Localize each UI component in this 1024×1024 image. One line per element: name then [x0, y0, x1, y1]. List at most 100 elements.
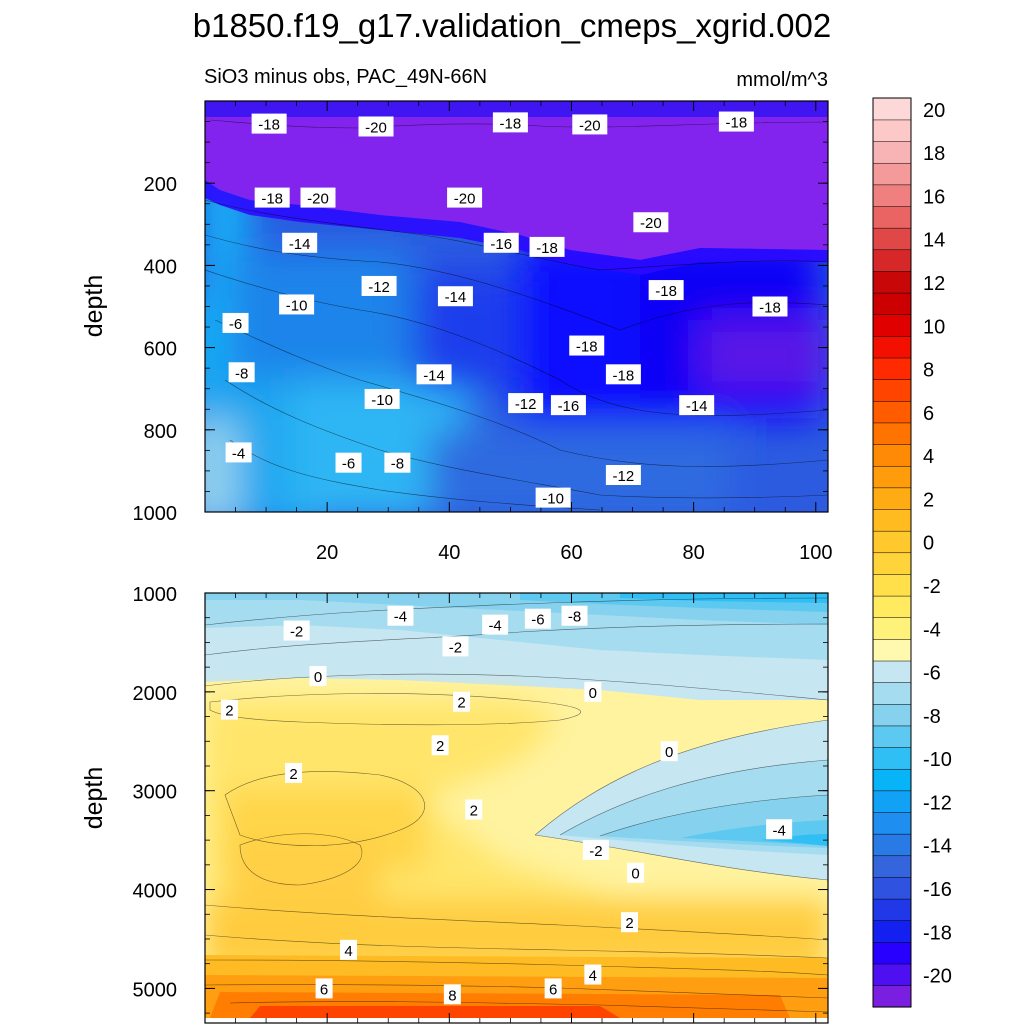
contour-label-text: -14: [289, 236, 311, 253]
contour-label: -14: [282, 232, 318, 253]
contour-label-text: -18: [258, 117, 280, 134]
colorbar-swatch: [872, 357, 912, 380]
colorbar-tick-label: 12: [923, 273, 945, 295]
colorbar-frame: [872, 97, 912, 1008]
contour-label-box: [309, 666, 327, 687]
contour-label: -16: [550, 395, 586, 416]
contour-label-text: 0: [314, 669, 322, 686]
colorbar-swatch: [872, 573, 912, 597]
contour-label: -4: [482, 614, 509, 635]
contour-label: -2: [442, 636, 469, 657]
contour-label-text: 2: [289, 766, 297, 783]
contour-label-box: [492, 112, 528, 133]
colorbar-tick-label: 2: [923, 489, 934, 511]
contour-label-box: [633, 212, 669, 233]
units-label: mmol/m^3: [736, 69, 828, 91]
colorbar-swatch: [872, 184, 912, 207]
colorbar-swatch: [872, 530, 912, 554]
contour-label-text: -2: [290, 624, 303, 641]
contour-label-box: [482, 614, 509, 635]
colorbar-tick-label: -8: [923, 706, 941, 728]
contour-label-text: -18: [726, 115, 748, 132]
colorbar-swatch: [872, 725, 912, 748]
contour-label: -18: [718, 111, 754, 132]
contour-label: -12: [605, 465, 641, 486]
colorbar-swatch: [872, 162, 912, 186]
contour-label-text: -6: [342, 456, 355, 473]
contour-label: -14: [416, 364, 452, 385]
colorbar-swatch: [872, 595, 912, 618]
contour-label-text: 4: [344, 943, 352, 960]
contour-label-box: [544, 978, 562, 999]
contour-label-text: -4: [394, 609, 407, 626]
contour-label-box: [315, 978, 333, 999]
contour-label-text: 8: [448, 987, 456, 1004]
contour-label-box: [384, 452, 411, 473]
contour-label: -20: [358, 116, 394, 137]
colorbar-swatch: [872, 920, 912, 943]
colorbar-swatch: [872, 400, 912, 424]
colorbar-swatch: [872, 941, 912, 965]
contour-label-text: 6: [549, 981, 557, 998]
lower-panel-frame: [204, 592, 829, 1024]
contour-label: 2: [465, 799, 483, 820]
contour-label-text: 2: [470, 802, 478, 819]
colorbar-swatch: [872, 682, 912, 705]
contour-label-box: [387, 605, 414, 626]
contour-label-box: [605, 465, 641, 486]
contour-label-text: 0: [631, 866, 639, 883]
lower-panel-field: [205, 593, 828, 1018]
contour-label-text: -8: [568, 609, 581, 626]
contour-label-text: 2: [436, 738, 444, 755]
colorbar-swatch: [872, 638, 912, 662]
colorbar-swatch: [872, 465, 912, 489]
colorbar-swatch: [872, 552, 912, 575]
colorbar-swatch: [872, 335, 912, 359]
contour-label-box: [465, 799, 483, 820]
contour-label: 4: [584, 964, 602, 985]
y-tick-label: 600: [144, 339, 177, 361]
contour-label-text: -12: [368, 279, 390, 296]
colorbar-swatch: [872, 422, 912, 445]
upper-panel-ticks: 200 400 600 800 1000 20 40 60 80 100: [133, 100, 832, 564]
contour-label-text: 0: [665, 744, 673, 761]
colorbar-tick-label: -2: [923, 576, 941, 598]
colorbar-tick-label: 20: [923, 100, 945, 122]
x-tick-label: 40: [438, 542, 460, 564]
colorbar-swatch: [872, 487, 912, 510]
contour-label-box: [220, 699, 238, 720]
contour-label-text: -18: [613, 367, 635, 384]
contour-label-text: 2: [457, 695, 465, 712]
x-tick-label: 60: [560, 542, 582, 564]
colorbar-swatch: [872, 508, 912, 532]
upper-y-axis-label: depth: [80, 275, 108, 338]
contour-label-text: -20: [579, 117, 601, 134]
contour-label: -20: [300, 187, 336, 208]
contour-label-box: [442, 636, 469, 657]
y-tick-label: 1000: [133, 503, 178, 525]
contour-label-text: -10: [542, 491, 564, 508]
colorbar-tick-label: 16: [923, 186, 945, 208]
contour-label-text: -14: [686, 398, 708, 415]
contour-label-box: [483, 232, 519, 253]
contour-label: -8: [384, 452, 411, 473]
lower-y-axis-label: depth: [80, 767, 108, 830]
contour-label-text: -6: [229, 316, 242, 333]
contour-label-box: [550, 395, 586, 416]
colorbar-swatch: [872, 747, 912, 770]
contour-label-box: [766, 819, 793, 840]
contour-label: 0: [584, 681, 602, 702]
contour-label-text: -10: [286, 297, 308, 314]
colorbar-tick-label: -6: [923, 663, 941, 685]
contour-label: -4: [766, 819, 793, 840]
contour-label-text: -18: [500, 115, 522, 132]
contour-label: -16: [483, 232, 519, 253]
contour-label-box: [627, 862, 645, 883]
contour-label: -18: [251, 113, 287, 134]
colorbar-swatch: [872, 985, 912, 1008]
contour-label-text: -12: [515, 396, 537, 413]
contour-label-box: [300, 187, 336, 208]
colorbar-swatch: [872, 855, 912, 878]
colorbar-tick-label: -12: [923, 792, 952, 814]
contour-label: 0: [627, 862, 645, 883]
